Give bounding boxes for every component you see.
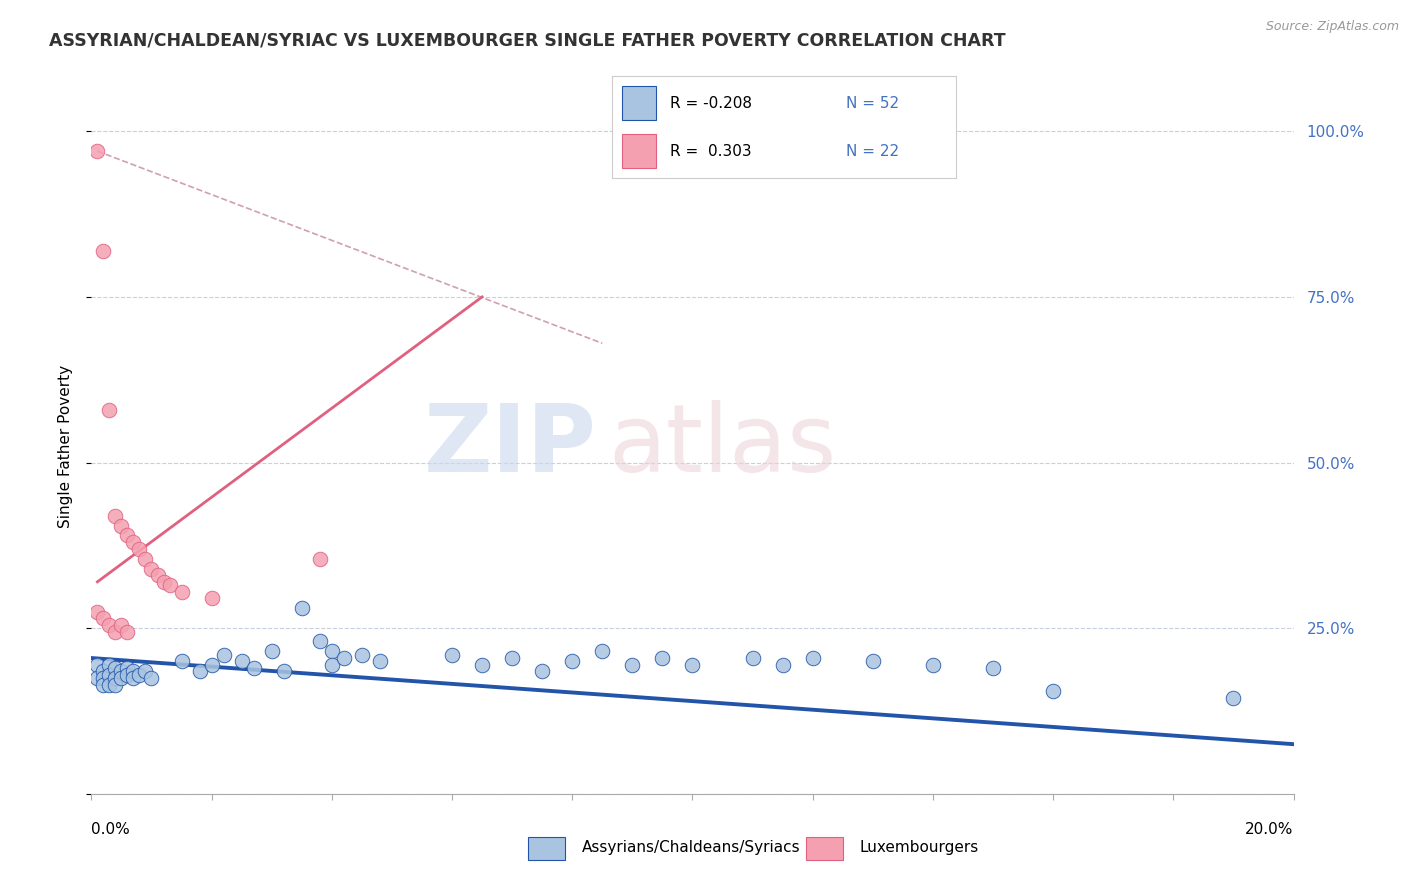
Point [122, 671, 145, 685]
Point [188, 665, 211, 679]
Text: R =  0.303: R = 0.303 [671, 144, 752, 159]
Text: N = 52: N = 52 [846, 95, 898, 111]
Point [591, 644, 613, 658]
Point [134, 551, 156, 566]
Point [98, 618, 121, 632]
Point [273, 665, 295, 679]
Point [117, 528, 139, 542]
Point [110, 618, 132, 632]
Text: 20.0%: 20.0% [1246, 822, 1294, 837]
Point [1042, 684, 1064, 698]
Text: Assyrians/Chaldeans/Syriacs: Assyrians/Chaldeans/Syriacs [582, 840, 800, 855]
Point [922, 657, 945, 672]
Point [128, 541, 150, 556]
Point [201, 591, 224, 606]
Text: Source: ZipAtlas.com: Source: ZipAtlas.com [1265, 20, 1399, 33]
Point [98, 667, 121, 681]
Bar [529, 837, 565, 860]
Bar [806, 837, 844, 860]
Point [122, 665, 145, 679]
Point [104, 624, 127, 639]
Point [260, 644, 283, 658]
Point [141, 561, 163, 575]
Point [110, 518, 132, 533]
Point [93, 677, 115, 691]
Point [110, 665, 132, 679]
Point [621, 657, 644, 672]
Point [981, 661, 1004, 675]
Point [651, 651, 673, 665]
Point [122, 535, 145, 549]
Point [110, 671, 132, 685]
Point [141, 671, 163, 685]
Point [531, 665, 554, 679]
Point [86, 605, 108, 619]
Text: ZIP: ZIP [423, 400, 596, 492]
Point [333, 651, 356, 665]
Point [86, 671, 108, 685]
Point [170, 584, 193, 599]
Point [561, 654, 583, 668]
Text: R = -0.208: R = -0.208 [671, 95, 752, 111]
Point [201, 657, 224, 672]
Point [291, 601, 314, 615]
Text: N = 22: N = 22 [846, 144, 898, 159]
Point [350, 648, 373, 662]
Point [159, 578, 181, 592]
Point [86, 144, 108, 158]
Point [86, 657, 108, 672]
Point [117, 661, 139, 675]
Point [862, 654, 884, 668]
Point [93, 671, 115, 685]
Point [104, 671, 127, 685]
Point [152, 574, 174, 589]
Point [93, 665, 115, 679]
Point [801, 651, 824, 665]
Point [308, 551, 330, 566]
Point [98, 677, 121, 691]
Y-axis label: Single Father Poverty: Single Father Poverty [58, 365, 73, 527]
Text: Luxembourgers: Luxembourgers [859, 840, 979, 855]
Point [772, 657, 794, 672]
Point [368, 654, 391, 668]
Text: 0.0%: 0.0% [91, 822, 131, 837]
Point [231, 654, 253, 668]
Bar [621, 87, 657, 120]
Point [104, 677, 127, 691]
Point [98, 657, 121, 672]
Point [98, 402, 121, 417]
Point [93, 611, 115, 625]
Point [128, 667, 150, 681]
Point [134, 665, 156, 679]
Point [104, 508, 127, 523]
Point [321, 657, 343, 672]
Point [117, 624, 139, 639]
Point [741, 651, 763, 665]
Point [146, 568, 169, 582]
Point [170, 654, 193, 668]
Point [93, 244, 115, 258]
Point [321, 644, 343, 658]
Point [1222, 690, 1244, 705]
Point [471, 657, 494, 672]
Point [212, 648, 235, 662]
Text: atlas: atlas [609, 400, 837, 492]
Point [117, 667, 139, 681]
Point [242, 661, 264, 675]
Bar [621, 135, 657, 168]
Point [440, 648, 463, 662]
Point [308, 634, 330, 648]
Text: ASSYRIAN/CHALDEAN/SYRIAC VS LUXEMBOURGER SINGLE FATHER POVERTY CORRELATION CHART: ASSYRIAN/CHALDEAN/SYRIAC VS LUXEMBOURGER… [49, 31, 1005, 49]
Point [681, 657, 703, 672]
Point [501, 651, 523, 665]
Point [104, 661, 127, 675]
